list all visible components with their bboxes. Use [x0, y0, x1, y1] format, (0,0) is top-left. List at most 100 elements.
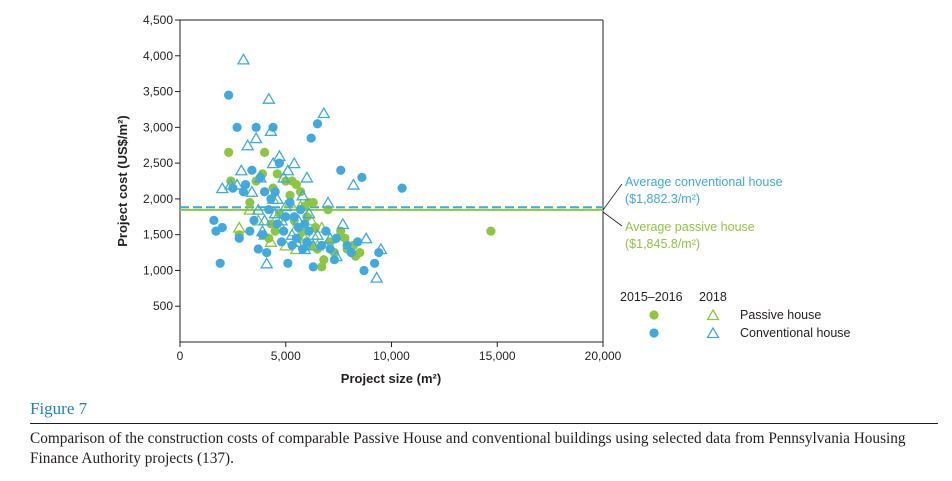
legend-conventional-label: Conventional house — [740, 326, 851, 340]
conventional-2018-point — [224, 178, 238, 190]
legend-conventional-triangle-marker — [706, 326, 720, 339]
passive-2015-2016-point — [340, 233, 350, 243]
chart-axes — [179, 19, 604, 343]
conventional-2015-2016-point — [276, 237, 287, 247]
conventional-2015-2016-point — [374, 247, 384, 258]
conventional-2018-point — [277, 171, 291, 183]
conventional-2015-2016-point — [325, 244, 335, 254]
conventional-2015-2016-point — [257, 230, 268, 240]
conventional-2015-2016-point — [245, 226, 255, 236]
conventional-2018-point — [291, 214, 306, 226]
conventional-2018-point — [272, 149, 287, 162]
legend-year-header-2015-2016: 2015–2016 — [620, 290, 683, 304]
conventional-2018-point — [287, 156, 301, 169]
conventional-leader-line — [602, 183, 623, 211]
y-axis-title: Project cost (US$/m²) — [115, 115, 130, 246]
conventional-2015-2016-point — [279, 226, 289, 236]
conventional-2018-point — [279, 199, 293, 212]
y-tick-label: 4,000 — [143, 49, 173, 63]
data-points — [209, 53, 496, 283]
conventional-2015-2016-point — [397, 183, 407, 193]
conventional-2018-point — [296, 189, 310, 201]
passive-2015-2016-point — [224, 147, 234, 157]
passive-average-label: Average passive house — [625, 220, 755, 234]
conventional-2018-point — [281, 163, 295, 176]
conventional-2018-point — [323, 231, 337, 244]
passive-2015-2016-point — [281, 176, 291, 186]
conventional-2018-point — [266, 156, 280, 169]
legend-year-header-2018: 2018 — [699, 290, 727, 304]
conventional-2015-2016-point — [215, 258, 225, 268]
conventional-2018-point — [264, 124, 278, 137]
passive-2015-2016-point — [355, 247, 365, 258]
conventional-2015-2016-point — [217, 222, 227, 233]
conventional-2015-2016-point — [240, 179, 251, 190]
conventional-2015-2016-point — [224, 90, 234, 100]
passive-average-value: ($1,845.8/m²) — [625, 237, 700, 251]
conventional-2015-2016-point — [308, 262, 318, 272]
conventional-2018-point — [321, 196, 335, 208]
x-tick-label: 5,000 — [271, 349, 301, 363]
conventional-2015-2016-point — [295, 205, 306, 215]
y-tick-label: 1,500 — [143, 228, 173, 242]
conventional-2018-point — [241, 138, 255, 151]
conventional-2018-point — [268, 206, 282, 219]
conventional-2018-point — [336, 217, 350, 230]
conventional-2015-2016-point — [346, 247, 356, 258]
y-tick-label: 1,000 — [143, 263, 173, 277]
x-axis-ticks: 0 5,000 10,000 15,000 20,000 — [177, 342, 622, 363]
conventional-2018-point — [298, 242, 312, 255]
passive-2015-2016-point — [317, 262, 327, 272]
passive-2018-point — [304, 214, 318, 226]
x-axis-title: Project size (m²) — [341, 371, 441, 386]
conventional-2018-point — [370, 271, 384, 283]
conventional-2015-2016-point — [357, 172, 367, 183]
passive-2018-point — [243, 203, 257, 215]
conventional-2018-point — [374, 242, 388, 255]
conventional-2015-2016-point — [260, 187, 270, 197]
y-tick-label: 3,500 — [143, 85, 173, 99]
conventional-2018-point — [255, 224, 270, 237]
y-tick-label: 2,500 — [143, 156, 173, 170]
x-tick-label: 20,000 — [585, 349, 622, 363]
y-axis-ticks: 500 1,000 1,500 2,000 2,500 3,000 3,500 4,000 4,… — [143, 13, 180, 313]
conventional-2018-point — [253, 171, 267, 183]
legend-conventional-circle-marker — [649, 328, 659, 338]
conventional-2018-point — [257, 214, 272, 226]
reference-lines — [180, 206, 603, 211]
chart-legend: 2015–2016 2018 Passive house Conventiona… — [620, 290, 851, 340]
conventional-2018-point — [230, 178, 244, 190]
conventional-2015-2016-point — [262, 247, 272, 258]
conventional-2015-2016-point — [312, 119, 323, 129]
conventional-2015-2016-point — [304, 226, 314, 236]
passive-2015-2016-point — [486, 226, 496, 236]
conventional-2018-point — [306, 239, 320, 251]
figure-caption: Comparison of the construction costs of … — [30, 430, 906, 467]
conventional-2015-2016-point — [336, 165, 346, 175]
legend-passive-label: Passive house — [740, 308, 821, 322]
conventional-2018-point — [262, 92, 276, 104]
conventional-2018-point — [260, 256, 274, 269]
conventional-2018-point — [249, 131, 263, 144]
passive-2018-point — [264, 235, 278, 247]
conventional-2018-point — [317, 106, 331, 119]
conventional-2018-point — [285, 228, 299, 240]
conventional-2015-2016-point — [359, 265, 369, 276]
conventional-2018-point — [270, 192, 284, 205]
conventional-2015-2016-point — [329, 255, 339, 265]
conventional-2015-2016-point — [264, 205, 274, 215]
y-tick-label: 4,500 — [143, 13, 173, 27]
conventional-2018-point — [310, 228, 325, 240]
conventional-2015-2016-point — [283, 258, 293, 268]
conventional-2015-2016-point — [232, 122, 242, 132]
y-tick-label: 2,000 — [143, 192, 173, 206]
conventional-2018-point — [236, 53, 251, 65]
conventional-2015-2016-point — [234, 233, 244, 243]
conventional-2018-point — [302, 206, 316, 219]
passive-2015-2016-point — [308, 197, 318, 208]
passive-2015-2016-point — [291, 179, 301, 190]
conventional-2018-point — [274, 214, 289, 226]
legend-passive-circle-marker — [649, 310, 659, 320]
conventional-2015-2016-point — [247, 165, 257, 175]
conventional-2018-point — [359, 231, 373, 244]
